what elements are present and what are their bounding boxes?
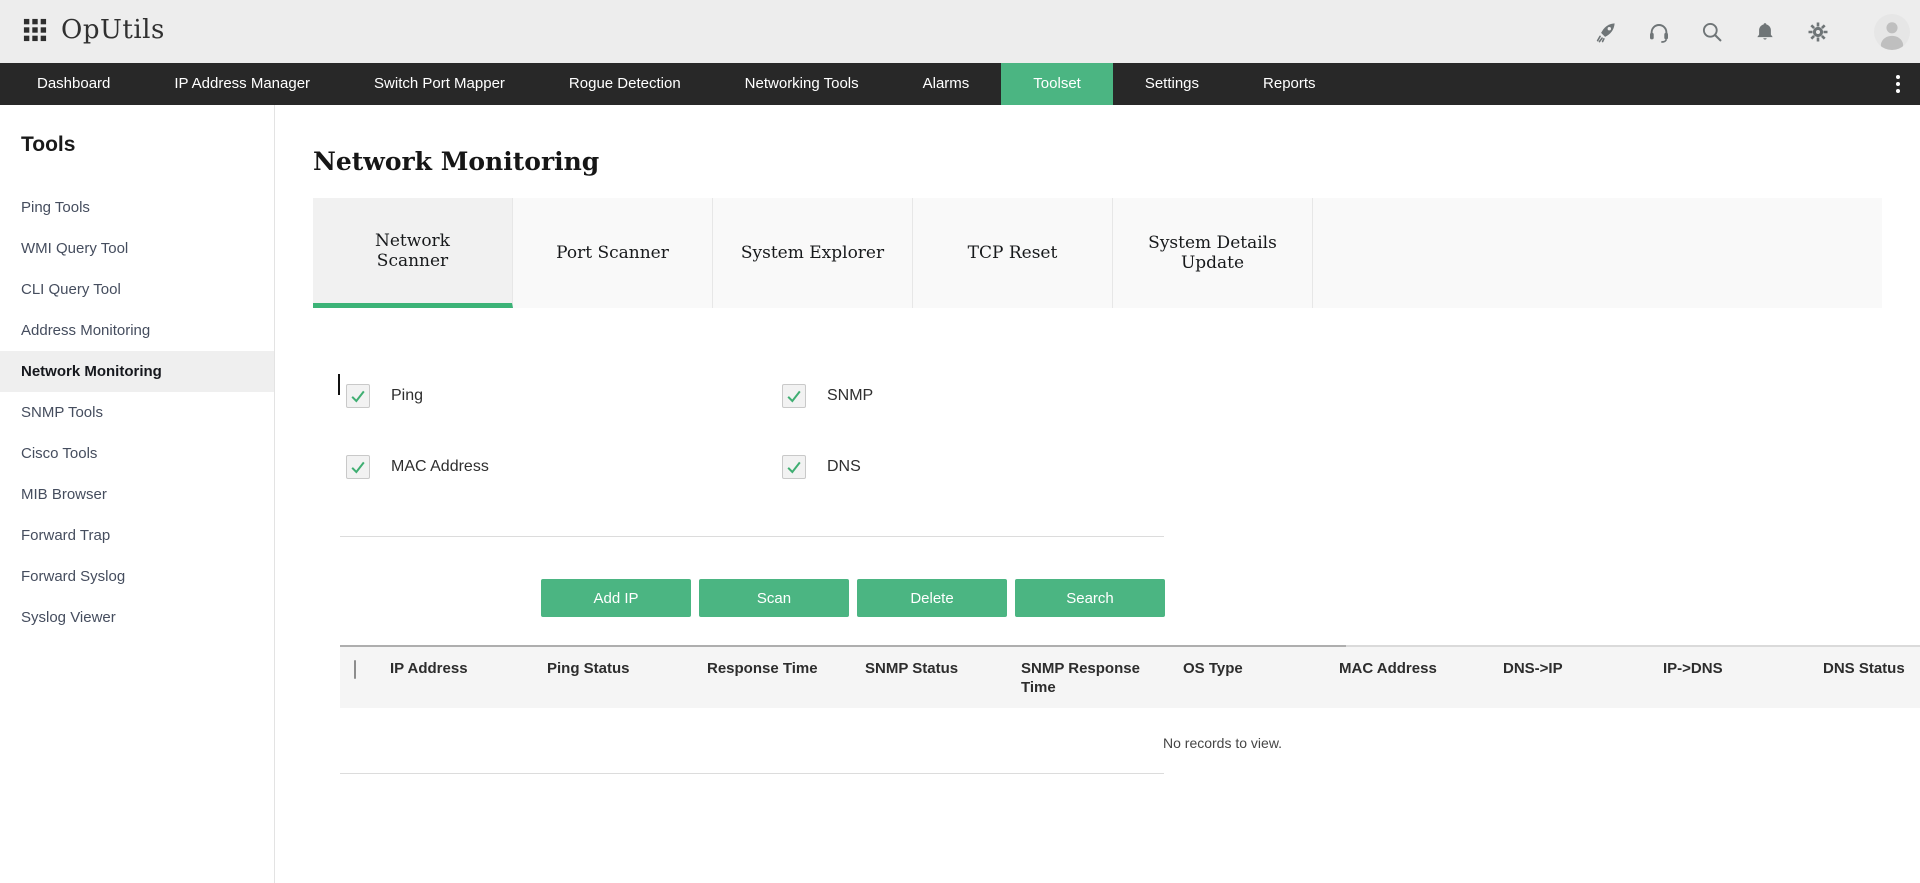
nav-item-alarms[interactable]: Alarms <box>922 75 970 92</box>
checkbox-ping-label: Ping <box>391 387 424 404</box>
checkbox-dns[interactable]: DNS <box>782 455 861 479</box>
table-header: IP Address Ping Status Response Time SNM… <box>340 645 1920 708</box>
nav-item-switch-port-mapper[interactable]: Switch Port Mapper <box>374 75 505 92</box>
search-icon[interactable] <box>1700 20 1724 44</box>
action-buttons: Add IP Scan Delete Search <box>541 579 1165 617</box>
section-divider <box>340 536 1164 537</box>
checkbox-ping-box[interactable] <box>346 384 370 408</box>
checkbox-mac-address-label: MAC Address <box>391 458 489 475</box>
text-caret <box>338 374 340 395</box>
nav-item-reports[interactable]: Reports <box>1263 75 1316 92</box>
checkmark-icon <box>787 390 801 403</box>
add-ip-button[interactable]: Add IP <box>541 579 691 617</box>
sidebar-item-syslog-viewer[interactable]: Syslog Viewer <box>21 609 116 626</box>
empty-message: No records to view. <box>1163 735 1283 751</box>
sidebar-item-wmi-query-tool[interactable]: WMI Query Tool <box>21 240 129 257</box>
nav-item-rogue-detection[interactable]: Rogue Detection <box>568 75 681 92</box>
scan-button[interactable]: Scan <box>699 579 849 617</box>
nav-item-networking-tools[interactable]: Networking Tools <box>744 75 859 92</box>
column-ip-to-dns[interactable]: IP->DNS <box>1663 660 1723 677</box>
nav-item-settings[interactable]: Settings <box>1144 75 1200 92</box>
table-header-select-cell <box>340 647 384 708</box>
checkbox-snmp[interactable]: SNMP <box>782 384 873 408</box>
checkbox-mac-address[interactable]: MAC Address <box>346 455 489 479</box>
top-bar: OpUtils <box>0 0 1920 63</box>
user-silhouette-icon <box>1880 22 1904 50</box>
delete-button[interactable]: Delete <box>857 579 1007 617</box>
sidebar-item-address-monitoring[interactable]: Address Monitoring <box>21 322 151 339</box>
tab-system-explorer[interactable]: System Explorer <box>713 198 913 308</box>
headset-icon[interactable] <box>1647 20 1671 44</box>
sidebar-item-cisco-tools[interactable]: Cisco Tools <box>21 445 98 462</box>
sidebar-item-forward-trap[interactable]: Forward Trap <box>21 527 111 544</box>
sidebar-item-snmp-tools[interactable]: SNMP Tools <box>21 404 103 421</box>
tab-strip: Network Scanner Port Scanner System Expl… <box>313 198 1882 308</box>
page-title: Network Monitoring <box>313 147 600 176</box>
column-ping-status[interactable]: Ping Status <box>547 660 630 677</box>
column-dns-to-ip[interactable]: DNS->IP <box>1503 660 1563 677</box>
sidebar-item-cli-query-tool[interactable]: CLI Query Tool <box>21 281 121 298</box>
checkmark-icon <box>787 461 801 474</box>
sidebar-title: Tools <box>21 133 76 156</box>
tab-network-scanner[interactable]: Network Scanner <box>313 198 513 308</box>
avatar[interactable] <box>1874 14 1910 50</box>
column-snmp-status[interactable]: SNMP Status <box>865 660 959 677</box>
main-nav: Dashboard IP Address Manager Switch Port… <box>0 63 1920 105</box>
search-button[interactable]: Search <box>1015 579 1165 617</box>
kebab-menu-icon[interactable] <box>1885 63 1911 105</box>
column-snmp-response-time[interactable]: SNMP Response Time <box>1021 660 1140 696</box>
gear-icon[interactable] <box>1806 20 1830 44</box>
nav-item-dashboard[interactable]: Dashboard <box>37 75 111 92</box>
sidebar-item-mib-browser[interactable]: MIB Browser <box>21 486 107 503</box>
sidebar-item-ping-tools[interactable]: Ping Tools <box>21 199 90 216</box>
column-dns-status[interactable]: DNS Status <box>1823 660 1905 677</box>
select-all-checkbox[interactable] <box>354 660 356 679</box>
rocket-icon[interactable] <box>1594 20 1618 44</box>
tab-port-scanner[interactable]: Port Scanner <box>513 198 713 308</box>
checkbox-mac-address-box[interactable] <box>346 455 370 479</box>
main-content: Network Monitoring Network Scanner Port … <box>275 105 1920 883</box>
tab-tcp-reset[interactable]: TCP Reset <box>913 198 1113 308</box>
nav-item-toolset[interactable]: Toolset <box>1001 63 1113 105</box>
checkmark-icon <box>351 461 365 474</box>
bell-icon[interactable] <box>1753 20 1777 44</box>
tab-system-details-update[interactable]: System Details Update <box>1113 198 1313 308</box>
checkbox-snmp-box[interactable] <box>782 384 806 408</box>
sidebar-item-network-monitoring[interactable]: Network Monitoring <box>0 351 274 392</box>
topbar-icons <box>1594 0 1830 63</box>
brand: OpUtils <box>22 15 165 45</box>
sidebar-list: Ping Tools WMI Query Tool CLI Query Tool… <box>0 187 274 638</box>
app-title: OpUtils <box>61 15 165 45</box>
column-response-time[interactable]: Response Time <box>707 660 818 677</box>
column-ip-address[interactable]: IP Address <box>390 660 468 677</box>
checkbox-snmp-label: SNMP <box>827 387 874 404</box>
checkbox-dns-label: DNS <box>827 458 861 475</box>
checkbox-dns-box[interactable] <box>782 455 806 479</box>
checkmark-icon <box>351 390 365 403</box>
nav-item-ip-address-manager[interactable]: IP Address Manager <box>174 75 311 92</box>
tab-strip-filler <box>1313 198 1882 308</box>
table-empty-row <box>340 708 1164 774</box>
checkbox-ping[interactable]: Ping <box>346 384 423 408</box>
column-mac-address[interactable]: MAC Address <box>1339 660 1437 677</box>
tools-sidebar: Tools Ping Tools WMI Query Tool CLI Quer… <box>0 105 275 883</box>
column-os-type[interactable]: OS Type <box>1183 660 1243 677</box>
sidebar-item-forward-syslog[interactable]: Forward Syslog <box>21 568 126 585</box>
apps-grid-icon[interactable] <box>22 17 48 43</box>
